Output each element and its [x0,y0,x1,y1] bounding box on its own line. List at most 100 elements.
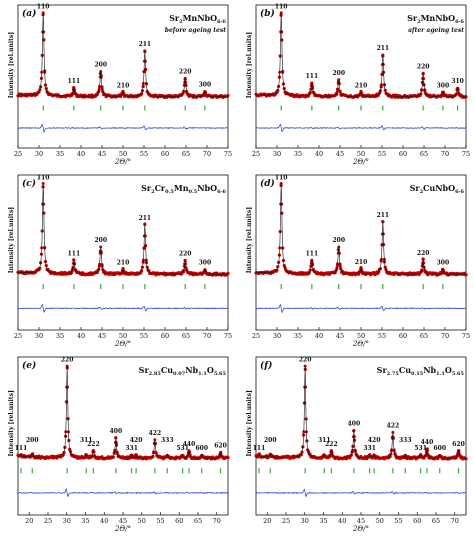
panel-label: (e) [22,360,36,371]
x-tick-label: 50 [357,332,365,340]
panel-label: (d) [260,178,275,189]
peak-label: 210 [355,82,368,89]
panel-d: 25 30 35 40 45 50 55 60 65 70 75 2Θ/° Intensity [rel… [246,174,470,348]
peak-label: 300 [437,260,450,267]
panel-label: (b) [260,8,275,19]
x-tick-label: 60 [399,332,407,340]
x-tick-label: 55 [140,332,148,340]
formula-element: MnNbO [421,13,456,23]
formula-element: Sr [410,183,421,193]
difference-series [17,124,229,133]
formula-subscript: 2 [420,189,424,195]
panel-label: (f) [260,360,272,371]
difference-series [17,488,229,498]
x-tick-label: 45 [98,332,106,340]
x-tick-label: 70 [441,332,449,340]
formula-element: O [445,365,452,375]
x-tick-label: 45 [98,150,106,158]
panel-note: before ageing test [165,27,226,34]
peak-label: 110 [275,4,288,11]
x-tick-label: 65 [182,150,190,158]
formula-subscript: 2 [417,19,421,25]
peak-label: 400 [110,428,123,435]
formula-subscript: 6-δ [217,19,227,25]
x-tick-label: 40 [100,517,108,525]
peak-label: 200 [94,62,107,69]
peak-label: 200 [332,237,345,244]
x-tick-label: 50 [119,332,127,340]
peak-label: 211 [139,41,152,48]
x-tick-label: 25 [14,150,22,158]
formula-element: Cu [161,365,173,375]
panel-b: 25 30 35 40 45 50 55 60 65 70 75 2Θ/° Intensity [rel… [246,4,470,166]
x-tick-label: 20 [263,517,271,525]
peak-label: 111 [306,73,319,80]
x-tick-label: 70 [203,332,211,340]
x-tick-label: 65 [420,150,428,158]
x-tick-label: 55 [378,332,386,340]
peak-label: 111 [68,251,81,258]
peak-label: 311 [318,437,331,444]
x-tick-label: 75 [224,150,232,158]
compound-formula: Sr2Cr0.5Mn0.5NbO6-δ [141,183,227,195]
x-tick-label: 50 [357,150,365,158]
y-axis-label: Intensity [rel.units] [8,207,15,273]
x-axis-label: 2Θ/° [114,340,131,348]
x-axis-label: 2Θ/° [114,525,131,533]
compound-formula: Sr2CuNbO6-δ [410,183,465,195]
observed-point [111,455,115,459]
calculated-series [255,183,466,275]
x-tick-label: 45 [357,517,365,525]
formula-subscript: 6-δ [217,189,227,195]
x-tick-label: 25 [252,332,260,340]
x-axis-label: 2Θ/° [352,525,369,533]
peak-label: 331 [125,445,138,452]
peak-label: 111 [15,445,28,452]
compound-formula: Sr2MnNbO6-δ [407,13,465,25]
peak-label: 110 [37,4,50,11]
compound-formula: Sr2MnNbO6-δ [169,13,227,25]
peak-label: 110 [37,174,50,181]
peak-label: 222 [87,441,100,448]
x-tick-label: 25 [44,517,52,525]
calculated-series [17,12,228,97]
plot-frame [17,356,229,516]
formula-element: Mn [174,183,189,193]
formula-subscript: 2 [179,19,183,25]
calculated-series [17,183,228,275]
x-tick-label: 55 [394,517,402,525]
observed-point [299,453,303,457]
formula-element: Cr [155,183,166,193]
peak-label: 300 [437,82,450,89]
x-tick-label: 55 [156,517,164,525]
peak-label: 211 [139,215,152,222]
x-tick-label: 35 [294,150,302,158]
peak-label: 210 [117,260,130,267]
formula-subscript: 0.5 [165,189,174,195]
formula-subscript: 5.65 [214,371,227,377]
peak-label: 210 [117,82,130,89]
peak-label: 200 [264,437,277,444]
panel-c: 25 30 35 40 45 50 55 60 65 70 75 2Θ/° Intensity [rel… [8,174,232,348]
x-tick-label: 25 [252,150,260,158]
observed-point [226,456,230,460]
x-tick-label: 45 [336,150,344,158]
x-tick-label: 20 [25,517,33,525]
formula-subscript: 1.1 [198,371,207,377]
x-tick-label: 60 [413,517,421,525]
x-tick-label: 35 [56,332,64,340]
x-tick-label: 55 [378,150,386,158]
observed-point [151,454,155,459]
x-tick-label: 25 [14,332,22,340]
observed-point [65,364,69,368]
formula-element: O [207,365,214,375]
observed-point [464,273,468,277]
x-tick-label: 75 [224,332,232,340]
peak-label: 440 [183,441,196,448]
peak-label: 111 [68,78,81,85]
x-axis-label: 2Θ/° [114,158,131,166]
panel-f: 20 25 30 35 40 45 50 55 60 65 70 2Θ/° Intensity [rel… [246,356,468,533]
calculated-series [17,366,229,459]
x-tick-label: 60 [161,332,169,340]
